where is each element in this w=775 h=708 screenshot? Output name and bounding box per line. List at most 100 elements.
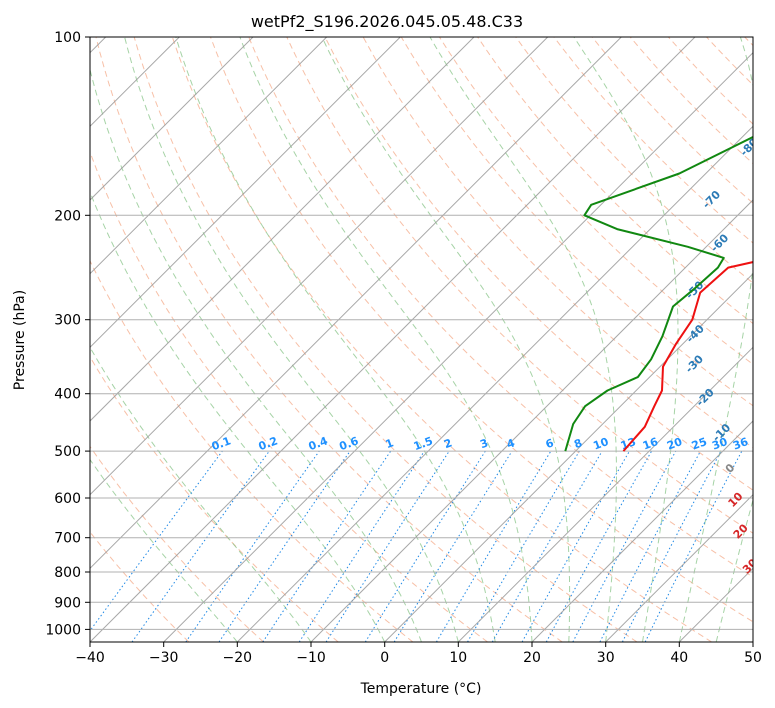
moist-adiabat-line <box>239 37 533 642</box>
y-tick-label: 100 <box>54 30 81 46</box>
chart-title: wetPf2_S196.2026.045.05.48.C33 <box>251 12 523 32</box>
moist-adiabat-line <box>124 37 459 642</box>
mixing-ratio-line <box>218 450 351 642</box>
dry-adiabats <box>90 37 753 642</box>
plot-frame <box>89 36 754 643</box>
dry-adiabat-line <box>629 37 753 165</box>
mixing-ratio-line <box>491 450 603 642</box>
x-tick-label: 40 <box>670 650 688 666</box>
pressure-gridlines <box>90 37 753 630</box>
moist-adiabat-line <box>90 67 422 642</box>
isotherm-line <box>90 37 401 349</box>
isotherm-line <box>384 272 753 642</box>
mixing-ratio-labels: 0.1 0.2 0.4 0.6 1 1.5 2 3 4 6 8 10 13 16 20 25 30 36 <box>210 434 751 453</box>
mixing-ratio-label: 0.2 <box>257 434 280 453</box>
moist-adiabat-line <box>321 37 571 642</box>
mixing-ratio-label: 2 <box>442 436 454 451</box>
temperature-profile-line <box>622 261 753 452</box>
dry-adiabat-line <box>324 37 753 491</box>
mixing-ratio-label: 20 <box>665 435 684 453</box>
y-tick-label: 300 <box>54 313 81 329</box>
moist-adiabat-line <box>175 37 496 642</box>
moist-adiabats <box>90 37 753 642</box>
profile-series <box>564 135 753 452</box>
dry-adiabat-line <box>90 259 414 642</box>
mixing-ratio-line <box>131 450 270 642</box>
x-tick-label: 0 <box>380 650 389 666</box>
mixing-ratio-label: 6 <box>544 436 556 451</box>
mixing-ratio-label: 36 <box>731 435 750 453</box>
moist-adiabat-line <box>715 498 753 642</box>
dry-adiabat-line <box>171 37 712 642</box>
isotherm-line <box>605 493 753 642</box>
x-tick-label: 50 <box>744 650 762 666</box>
isotherms <box>90 37 753 642</box>
isotherm-line <box>163 51 753 642</box>
y-tick-label: 800 <box>54 565 81 581</box>
mixing-ratio-label: 1.5 <box>412 434 435 453</box>
y-tick-label: 1000 <box>45 622 81 638</box>
dry-adiabat-line <box>400 37 753 407</box>
mixing-ratio-label: 8 <box>572 436 584 451</box>
mixing-ratio-label: 10 <box>591 435 610 453</box>
mixing-ratio-lines <box>90 450 743 642</box>
x-tick-label: −40 <box>75 650 105 666</box>
y-axis-label: Pressure (hPa) <box>12 290 28 390</box>
isotherm-line <box>90 37 622 570</box>
isotherm-line <box>457 346 753 642</box>
dry-adiabat-line <box>210 37 753 623</box>
mixing-ratio-label: 16 <box>641 435 660 453</box>
mixing-ratio-label: 0.6 <box>338 434 361 453</box>
x-axis-label: Temperature (°C) <box>360 681 482 697</box>
moist-adiabat-line <box>429 37 617 642</box>
isotherm-line <box>90 37 549 496</box>
dry-adiabat-line <box>95 37 563 642</box>
mixing-ratio-line <box>521 450 630 642</box>
isotherm-line <box>531 420 753 642</box>
mixing-ratio-line <box>467 450 580 642</box>
moist-adiabat-line <box>90 190 386 642</box>
moist-adiabat-line <box>90 458 238 642</box>
y-tick-label: 200 <box>54 208 81 224</box>
x-tick-label: 10 <box>449 650 467 666</box>
y-axis-ticks: 100 200 300 400 500 600 700 800 900 1000 <box>45 30 90 638</box>
dewpoint-profile-line <box>564 135 753 452</box>
x-tick-label: −30 <box>149 650 179 666</box>
mixing-ratio-line <box>572 450 677 642</box>
mixing-ratio-line <box>185 450 320 642</box>
x-tick-label: 20 <box>523 650 541 666</box>
mixing-ratio-line <box>325 450 450 642</box>
isotherm-line <box>310 199 753 642</box>
y-tick-label: 900 <box>54 595 81 611</box>
y-tick-label: 400 <box>54 387 81 403</box>
dry-adiabat-line <box>248 37 753 578</box>
mixing-ratio-label: 25 <box>690 435 709 452</box>
x-tick-label: −10 <box>296 650 326 666</box>
dry-adiabat-line <box>90 445 264 642</box>
dry-adiabat-line <box>133 37 638 642</box>
mixing-ratio-label: 0.4 <box>307 434 330 453</box>
plot-area: -100-90-80-70-60-50-40-30-20-10010203040… <box>90 37 753 642</box>
mixing-ratio-line <box>393 450 513 642</box>
dry-adiabat-line <box>477 37 753 325</box>
y-tick-label: 600 <box>54 491 81 507</box>
x-tick-label: 30 <box>597 650 615 666</box>
isotherm-line <box>90 37 328 275</box>
mixing-ratio-line <box>435 450 552 642</box>
isotherm-line <box>90 37 696 642</box>
y-tick-label: 700 <box>54 531 81 547</box>
isotherm-line <box>236 125 753 642</box>
dry-adiabat-line <box>515 37 753 284</box>
isotherm-line <box>90 37 254 201</box>
mixing-ratio-label: 4 <box>505 436 517 451</box>
mixing-ratio-label: 0.1 <box>210 434 233 453</box>
x-tick-label: −20 <box>223 650 253 666</box>
mixing-ratio-label: 3 <box>478 436 490 451</box>
mixing-ratio-line <box>364 450 486 642</box>
moist-adiabat-line <box>573 37 679 642</box>
moist-adiabat-line <box>678 37 753 642</box>
x-axis-ticks: −40 −30 −20 −10 0 10 20 30 40 50 <box>75 642 762 666</box>
dry-adiabat-line <box>591 37 753 204</box>
